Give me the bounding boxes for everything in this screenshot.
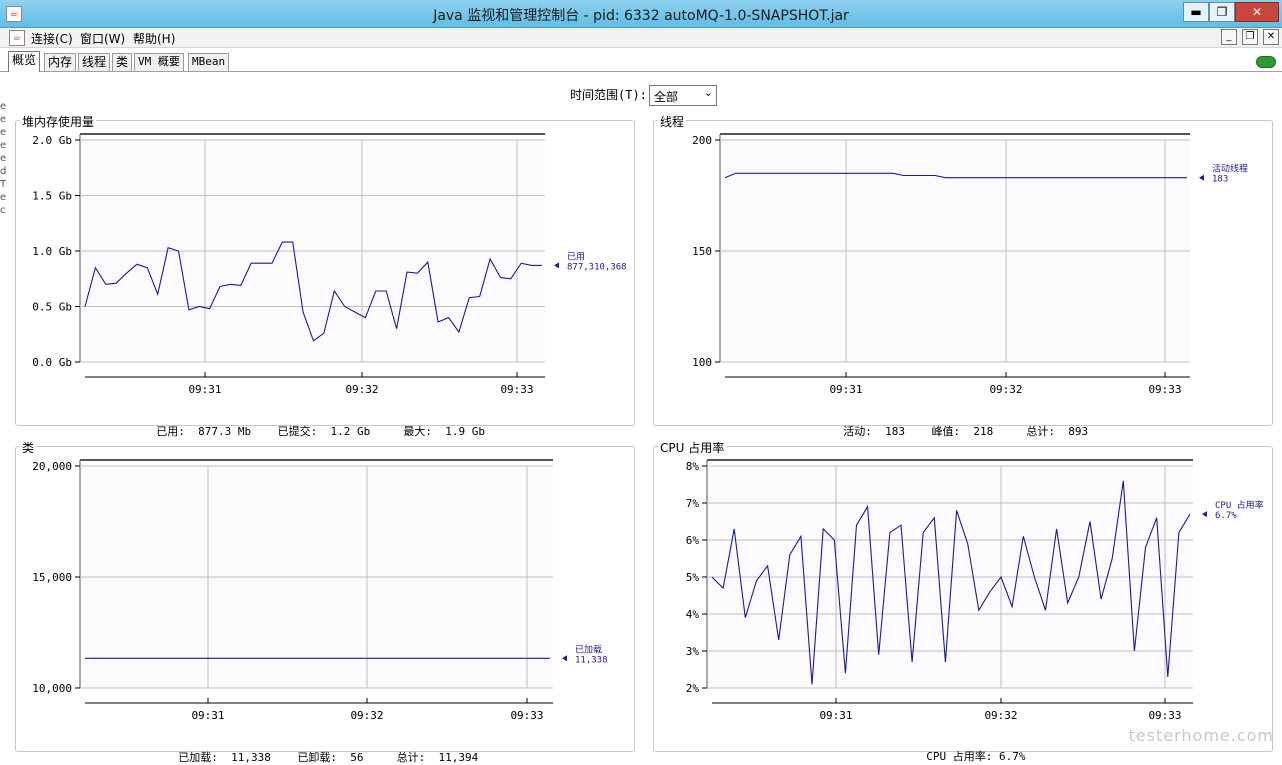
restore-button[interactable]: ❐: [1209, 2, 1235, 22]
x-tick-label: 09:33: [1148, 709, 1181, 722]
inner-restore-button[interactable]: ❐: [1242, 29, 1258, 45]
tab-threads[interactable]: 线程: [78, 53, 110, 71]
heap-committed-label: 已提交:: [278, 425, 318, 438]
cpu-usage-label: CPU 占用率:: [926, 750, 992, 763]
legend-arrow-icon: [1202, 511, 1207, 517]
x-tick-label: 09:32: [345, 383, 378, 396]
menu-window[interactable]: 窗口(W): [80, 30, 125, 47]
legend-series-value: 183: [1212, 175, 1228, 185]
legend-arrow-icon: [562, 655, 567, 661]
y-tick-label: 10,000: [32, 682, 72, 695]
legend-series-value: 6.7%: [1215, 511, 1237, 521]
legend-series-value: 11,338: [575, 655, 608, 665]
time-range-select[interactable]: 全部 ⌄: [649, 85, 717, 106]
classes-chart: 20,000 15,000 10,000 09:31 09:32 09:33 已加载11,3…: [15, 446, 635, 732]
y-tick-label: 20,000: [32, 460, 72, 473]
threads-peak-value: 218: [973, 425, 993, 438]
connection-status-icon: [1256, 56, 1276, 68]
watermark: testerhome.com: [1129, 726, 1274, 745]
tab-overview[interactable]: 概览: [8, 51, 40, 72]
legend-series-value: 877,310,368: [567, 262, 627, 272]
cpu-usage-value: 6.7%: [999, 750, 1026, 763]
classes-unloaded-value: 56: [350, 751, 363, 764]
y-tick-label: 2%: [686, 682, 700, 695]
tab-memory[interactable]: 内存: [44, 53, 76, 71]
x-tick-label: 09:32: [984, 709, 1017, 722]
threads-total-value: 893: [1068, 425, 1088, 438]
legend-arrow-icon: [554, 262, 559, 268]
legend-series-name: 已加载: [575, 643, 602, 655]
legend-series-name: CPU 占用率: [1215, 499, 1264, 511]
classes-unloaded-label: 已卸载:: [297, 751, 337, 764]
threads-live-label: 活动:: [843, 425, 872, 438]
y-tick-label: 1.5 Gb: [32, 190, 72, 203]
window-title: Java 监视和管理控制台 - pid: 6332 autoMQ-1.0-SNA…: [0, 5, 1282, 25]
y-tick-label: 0.5 Gb: [32, 301, 72, 314]
y-tick-label: 200: [692, 134, 712, 147]
y-tick-label: 4%: [686, 608, 700, 621]
threads-peak-label: 峰值:: [932, 425, 961, 438]
y-tick-label: 100: [692, 356, 712, 369]
inner-close-button[interactable]: ✕: [1263, 29, 1279, 45]
x-tick-label: 09:31: [188, 383, 221, 396]
heap-used-value: 877.3 Mb: [198, 425, 251, 438]
classes-total-label: 总计:: [397, 751, 426, 764]
y-tick-label: 7%: [686, 497, 700, 510]
y-tick-label: 0.0 Gb: [32, 356, 72, 369]
threads-total-label: 总计:: [1026, 425, 1055, 438]
x-tick-label: 09:31: [819, 709, 852, 722]
legend-series-name: 已用: [567, 251, 585, 262]
x-tick-label: 09:33: [500, 383, 533, 396]
inner-minimize-button[interactable]: _: [1221, 29, 1237, 45]
classes-loaded-value: 11,338: [231, 751, 271, 764]
heap-used-label: 已用:: [156, 425, 185, 438]
heap-max-value: 1.9 Gb: [445, 425, 485, 438]
chevron-down-icon: ⌄: [704, 86, 713, 99]
window-titlebar[interactable]: ☕ Java 监视和管理控制台 - pid: 6332 autoMQ-1.0-S…: [0, 0, 1282, 28]
y-tick-label: 5%: [686, 571, 700, 584]
tab-mbean[interactable]: MBean: [188, 53, 229, 71]
legend-series-name: 活动线程: [1212, 163, 1248, 175]
tab-bar: 概览 内存 线程 类 VM 概要 MBean: [0, 48, 1282, 72]
x-tick-label: 09:31: [829, 383, 862, 396]
x-tick-label: 09:32: [350, 709, 383, 722]
close-button[interactable]: ✕: [1235, 2, 1279, 22]
classes-total-value: 11,394: [439, 751, 479, 764]
x-tick-label: 09:33: [1148, 383, 1181, 396]
heap-memory-chart: 2.0 Gb 1.5 Gb 1.0 Gb 0.5 Gb 0.0 Gb 09:31 09:32…: [15, 120, 635, 406]
y-tick-label: 150: [692, 245, 712, 258]
x-tick-label: 09:31: [191, 709, 224, 722]
x-tick-label: 09:32: [989, 383, 1022, 396]
tab-vm-summary[interactable]: VM 概要: [134, 53, 184, 71]
y-tick-label: 8%: [686, 460, 700, 473]
heap-max-label: 最大:: [403, 425, 432, 438]
y-tick-label: 2.0 Gb: [32, 134, 72, 147]
cpu-summary: CPU 占用率: 6.7%: [913, 735, 1026, 764]
threads-summary: 活动: 183 峰值: 218 总计: 893: [830, 410, 1088, 439]
y-tick-label: 6%: [686, 534, 700, 547]
threads-live-value: 183: [885, 425, 905, 438]
time-range-label: 时间范围(T):: [570, 86, 647, 103]
y-tick-label: 15,000: [32, 571, 72, 584]
heap-committed-value: 1.2 Gb: [330, 425, 370, 438]
minimize-button[interactable]: ▬: [1183, 2, 1209, 22]
menu-bar: ☕ 连接(C) 窗口(W) 帮助(H): [0, 28, 1282, 48]
left-edge-text: e e e e e d T e co: [0, 100, 6, 300]
y-tick-label: 3%: [686, 645, 700, 658]
tab-classes[interactable]: 类: [112, 53, 132, 71]
legend-arrow-icon: [1199, 175, 1204, 181]
classes-loaded-label: 已加载:: [178, 751, 218, 764]
time-range-value: 全部: [654, 90, 678, 104]
menu-help[interactable]: 帮助(H): [133, 30, 175, 47]
java-coffee-icon[interactable]: ☕: [9, 30, 25, 46]
menu-connection[interactable]: 连接(C): [31, 30, 73, 47]
x-tick-label: 09:33: [510, 709, 543, 722]
y-tick-label: 1.0 Gb: [32, 245, 72, 258]
heap-summary: 已用: 877.3 Mb 已提交: 1.2 Gb 最大: 1.9 Gb: [143, 410, 485, 439]
